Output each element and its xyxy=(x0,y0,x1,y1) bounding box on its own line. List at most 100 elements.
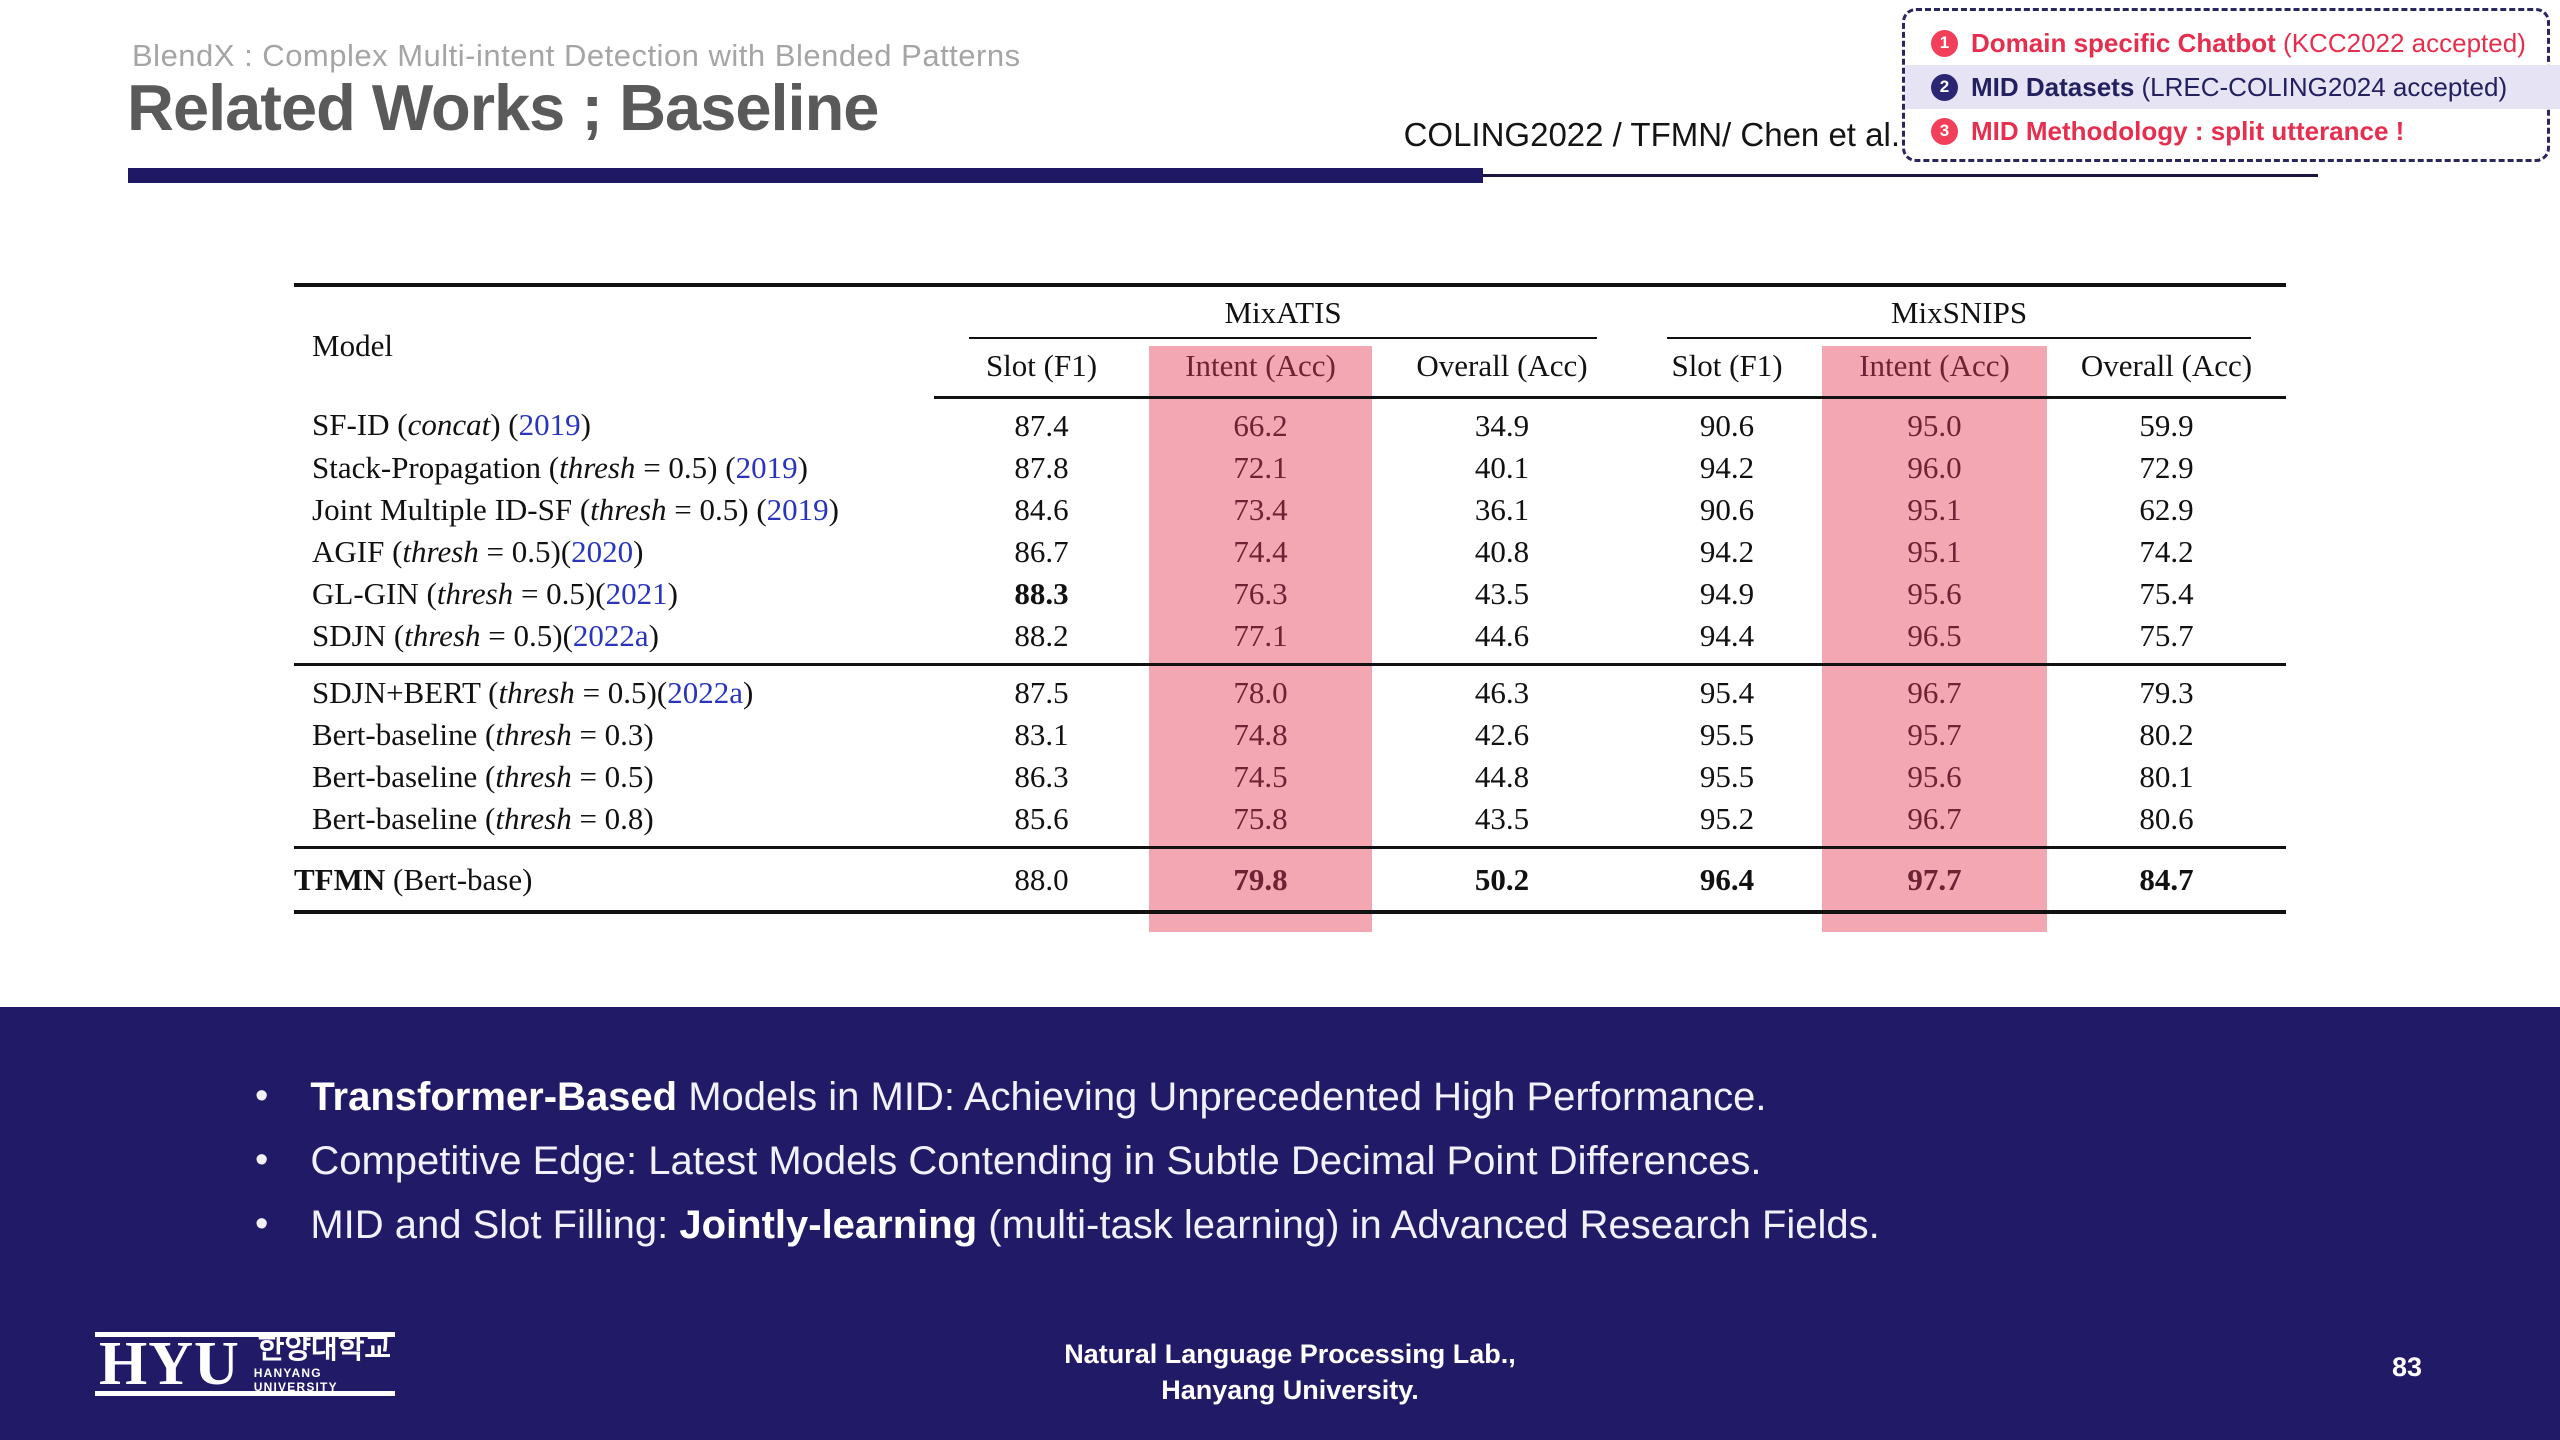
number-badge-icon: 3 xyxy=(1931,117,1958,145)
model-name-cell: SF-ID (concat) (2019) xyxy=(312,407,591,443)
logo-korean-name: 한양대학교 xyxy=(257,1333,392,1366)
table-row: Bert-baseline (thresh = 0.8) 85.6 75.8 43.5… xyxy=(294,798,2286,848)
metric-value-cell: 94.2 xyxy=(1699,534,1755,569)
metric-value-cell: 74.2 xyxy=(2139,534,2194,569)
model-name-cell: Stack-Propagation (thresh = 0.5) (2019) xyxy=(312,450,808,485)
model-name-cell: TFMN (Bert-base) xyxy=(294,862,533,897)
metric-column-header: Overall (Acc) xyxy=(2047,340,2287,399)
table-row: TFMN (Bert-base) 88.0 79.8 50.2 96.4 97.7 84.7 xyxy=(294,848,2286,913)
metric-value-cell: 43.5 xyxy=(1474,576,1530,611)
metric-value-cell: 44.8 xyxy=(1474,759,1530,794)
metric-value-cell: 36.1 xyxy=(1474,492,1530,527)
metric-value-cell: 94.9 xyxy=(1699,576,1755,611)
metric-value-cell: 96.5 xyxy=(1907,618,1962,653)
results-table: Model MixATIS MixSNIPS Slot (F1) Intent (Acc… xyxy=(294,283,2287,914)
metric-value-cell: 88.2 xyxy=(1014,618,1069,653)
bullet-item: • MID and Slot Filling: Jointly-learning … xyxy=(255,1200,1880,1251)
university-logo: HYU 한양대학교 HANYANG UNIVERSITY xyxy=(95,1332,395,1396)
metric-value-cell: 74.4 xyxy=(1233,534,1288,569)
metric-value-cell: 87.5 xyxy=(1014,675,1069,710)
metric-value-cell: 86.7 xyxy=(1014,534,1069,569)
research-agenda-callout-box: 1 Domain specific Chatbot (KCC2022 accept… xyxy=(1902,8,2560,162)
bullet-dot-icon: • xyxy=(255,1075,269,1117)
metric-value-cell: 50.2 xyxy=(1474,862,1530,897)
metric-value-cell: 95.5 xyxy=(1699,759,1755,794)
model-name-cell: GL-GIN (thresh = 0.5)(2021) xyxy=(312,576,678,611)
metric-value-cell: 90.6 xyxy=(1699,492,1755,527)
model-name-cell: SDJN+BERT (thresh = 0.5)(2022a) xyxy=(312,675,754,710)
metric-value-cell: 80.2 xyxy=(2139,717,2194,752)
model-name-cell: AGIF (thresh = 0.5)(2020) xyxy=(312,534,644,569)
metric-value-cell: 95.5 xyxy=(1699,717,1755,752)
metric-value-cell: 84.6 xyxy=(1014,492,1069,527)
metric-value-cell: 83.1 xyxy=(1014,717,1069,752)
model-name-cell: SDJN (thresh = 0.5)(2022a) xyxy=(312,618,659,653)
metric-value-cell: 96.4 xyxy=(1699,862,1755,897)
metric-value-cell: 88.3 xyxy=(1014,576,1069,611)
hyu-logo-acronym: HYU xyxy=(99,1329,240,1398)
table-row: Bert-baseline (thresh = 0.5) 86.3 74.5 44.8… xyxy=(294,756,2286,798)
metric-value-cell: 87.4 xyxy=(1014,408,1069,443)
metric-value-cell: 90.6 xyxy=(1699,408,1755,443)
callout-item-label: MID Methodology : split utterance ! xyxy=(1971,115,2405,146)
metric-value-cell: 59.9 xyxy=(2139,408,2194,443)
metric-value-cell: 95.6 xyxy=(1907,576,1962,611)
table-row: AGIF (thresh = 0.5)(2020) 86.7 74.4 40.8 94.… xyxy=(294,531,2286,573)
metric-value-cell: 88.0 xyxy=(1014,862,1069,897)
model-name-cell: Bert-baseline (thresh = 0.3) xyxy=(312,717,654,752)
metric-value-cell: 85.6 xyxy=(1014,801,1069,836)
metric-value-cell: 95.0 xyxy=(1907,408,1962,443)
lab-credit: Natural Language Processing Lab., Hanyan… xyxy=(1030,1336,1550,1409)
metric-value-cell: 97.7 xyxy=(1907,862,1962,897)
callout-item: 2 MID Datasets (LREC-COLING2024 accepted) xyxy=(1905,65,2560,109)
deck-subtitle: BlendX : Complex Multi-intent Detection … xyxy=(132,38,1021,73)
metric-value-cell: 87.8 xyxy=(1014,450,1069,485)
callout-item: 3 MID Methodology : split utterance ! xyxy=(1905,109,2547,153)
logo-english-name: HANYANG UNIVERSITY xyxy=(253,1365,338,1394)
callout-item-label: MID Datasets (LREC-COLING2024 accepted) xyxy=(1971,71,2508,102)
metric-column-header: Overall (Acc) xyxy=(1372,340,1633,399)
bullet-text: Transformer-Based Models in MID: Achievi… xyxy=(310,1075,1767,1119)
metric-value-cell: 95.1 xyxy=(1907,534,1962,569)
dataset-group-header: MixSNIPS xyxy=(1632,285,2286,340)
metric-value-cell: 79.8 xyxy=(1233,862,1288,897)
callout-item-label: Domain specific Chatbot (KCC2022 accepte… xyxy=(1971,27,2526,58)
intent-acc-highlight-mixsnips xyxy=(1822,346,2047,932)
hyu-logo-wordmark: 한양대학교 HANYANG UNIVERSITY xyxy=(253,1333,395,1394)
metric-value-cell: 40.8 xyxy=(1474,534,1530,569)
model-name-cell: Bert-baseline (thresh = 0.5) xyxy=(312,759,654,794)
number-badge-icon: 1 xyxy=(1931,29,1958,57)
metric-column-header: Slot (F1) xyxy=(1632,340,1823,399)
metric-value-cell: 79.3 xyxy=(2139,675,2194,710)
table-row: SDJN+BERT (thresh = 0.5)(2022a) 87.5 78.0 4… xyxy=(294,665,2286,715)
metric-value-cell: 86.3 xyxy=(1014,759,1069,794)
metric-value-cell: 40.1 xyxy=(1474,450,1530,485)
page-number: 83 xyxy=(2392,1352,2423,1382)
table-row: Joint Multiple ID-SF (thresh = 0.5) (201… xyxy=(294,489,2286,531)
metric-value-cell: 96.7 xyxy=(1907,675,1962,710)
bullet-dot-icon: • xyxy=(255,1139,269,1182)
metric-value-cell: 95.4 xyxy=(1699,675,1755,710)
metric-value-cell: 75.7 xyxy=(2139,618,2194,653)
bullet-item: • Competitive Edge: Latest Models Contend… xyxy=(255,1136,1880,1187)
callout-item: 1 Domain specific Chatbot (KCC2022 accept… xyxy=(1905,21,2547,65)
title-underline-bar xyxy=(128,168,1483,183)
metric-value-cell: 96.7 xyxy=(1907,801,1962,836)
metric-value-cell: 96.0 xyxy=(1907,450,1962,485)
bullet-text: MID and Slot Filling: Jointly-learning (… xyxy=(310,1203,1880,1248)
metric-value-cell: 95.1 xyxy=(1907,492,1962,527)
metric-value-cell: 84.7 xyxy=(2139,862,2194,897)
page-title: Related Works ; Baseline xyxy=(127,71,879,144)
reference-citation: COLING2022 / TFMN/ Chen et al. xyxy=(1403,116,1900,153)
summary-band xyxy=(0,1007,2560,1440)
metric-value-cell: 62.9 xyxy=(2139,492,2194,527)
metric-value-cell: 95.6 xyxy=(1907,759,1962,794)
metric-value-cell: 80.1 xyxy=(2139,759,2194,794)
metric-value-cell: 94.2 xyxy=(1699,450,1755,485)
bullet-text: Competitive Edge: Latest Models Contendi… xyxy=(310,1139,1762,1184)
metric-value-cell: 76.3 xyxy=(1233,576,1288,611)
metric-value-cell: 74.5 xyxy=(1233,759,1288,794)
metric-value-cell: 46.3 xyxy=(1474,675,1530,710)
bullet-item: • Transformer-Based Models in MID: Achiev… xyxy=(255,1072,1880,1123)
